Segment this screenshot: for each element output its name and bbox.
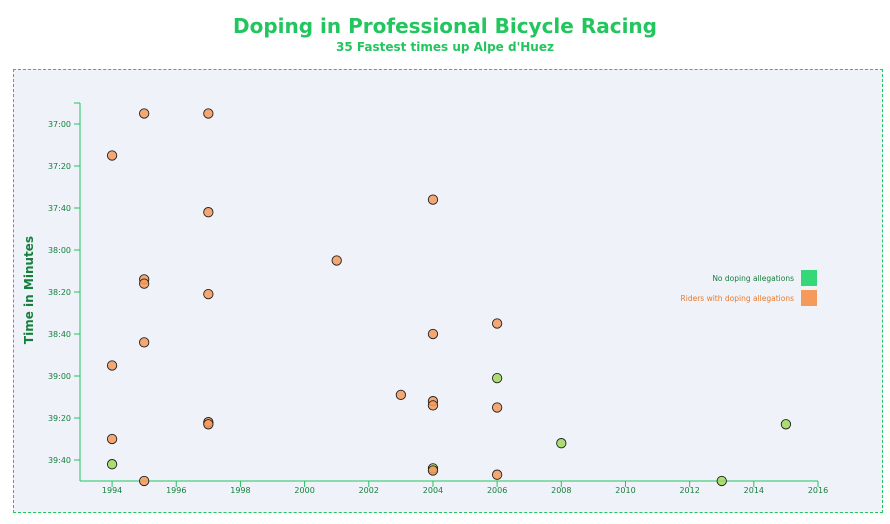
- data-point-doping[interactable]: [203, 288, 214, 300]
- data-point-doping[interactable]: [139, 475, 150, 487]
- x-tick-label: 2014: [744, 486, 764, 495]
- x-tick-label: 1996: [166, 486, 186, 495]
- data-point-clean[interactable]: [780, 419, 792, 430]
- x-tick-label: 2004: [423, 486, 443, 495]
- y-tick-label: 39:20: [48, 414, 71, 423]
- y-tick-label: 39:00: [48, 372, 71, 381]
- data-point-doping[interactable]: [427, 328, 439, 340]
- x-tick-label: 2016: [808, 486, 828, 495]
- y-tick-label: 38:00: [48, 246, 71, 255]
- x-tick-label: 2002: [359, 486, 379, 495]
- data-point-doping[interactable]: [203, 207, 214, 218]
- y-axis-label: Time in Minutes: [22, 236, 36, 344]
- x-tick-label: 2000: [294, 486, 314, 495]
- legend-swatch: [801, 290, 817, 306]
- data-point-doping[interactable]: [203, 419, 214, 430]
- data-point-doping[interactable]: [427, 465, 439, 476]
- data-point-doping[interactable]: [139, 108, 150, 119]
- y-tick-label: 39:40: [48, 456, 71, 465]
- data-point-doping[interactable]: [106, 150, 118, 161]
- legend-swatch: [801, 270, 817, 286]
- x-tick-label: 1994: [102, 486, 122, 495]
- x-tick-label: 1998: [230, 486, 250, 495]
- x-tick-label: 2006: [487, 486, 507, 495]
- data-point-clean[interactable]: [556, 438, 567, 449]
- chart-frame: [13, 69, 883, 513]
- chart-subtitle: 35 Fastest times up Alpe d'Huez: [336, 40, 554, 54]
- data-point-doping[interactable]: [427, 400, 439, 411]
- data-point-doping[interactable]: [139, 278, 150, 289]
- data-point-doping[interactable]: [106, 360, 118, 371]
- data-point-clean[interactable]: [716, 475, 727, 487]
- y-tick-label: 37:40: [48, 204, 71, 213]
- legend-label: No doping allegations: [712, 274, 794, 283]
- legend-label: Riders with doping allegations: [681, 294, 795, 303]
- data-point-doping[interactable]: [491, 469, 503, 480]
- data-point-doping[interactable]: [491, 318, 503, 329]
- data-point-doping[interactable]: [106, 433, 118, 445]
- data-point-doping[interactable]: [139, 337, 150, 348]
- data-point-clean[interactable]: [106, 459, 118, 470]
- data-point-doping[interactable]: [491, 402, 503, 413]
- data-point-doping[interactable]: [203, 108, 214, 119]
- data-point-doping[interactable]: [427, 194, 439, 205]
- y-tick-label: 37:00: [48, 120, 71, 129]
- x-tick-label: 2012: [679, 486, 699, 495]
- data-point-doping[interactable]: [331, 255, 342, 266]
- data-point-doping[interactable]: [395, 389, 407, 401]
- y-tick-label: 37:20: [48, 162, 71, 171]
- chart-title: Doping in Professional Bicycle Racing: [233, 14, 657, 38]
- y-tick-label: 38:20: [48, 288, 71, 297]
- x-tick-label: 2008: [551, 486, 571, 495]
- data-point-clean[interactable]: [491, 372, 503, 384]
- y-tick-label: 38:40: [48, 330, 71, 339]
- x-tick-label: 2010: [615, 486, 635, 495]
